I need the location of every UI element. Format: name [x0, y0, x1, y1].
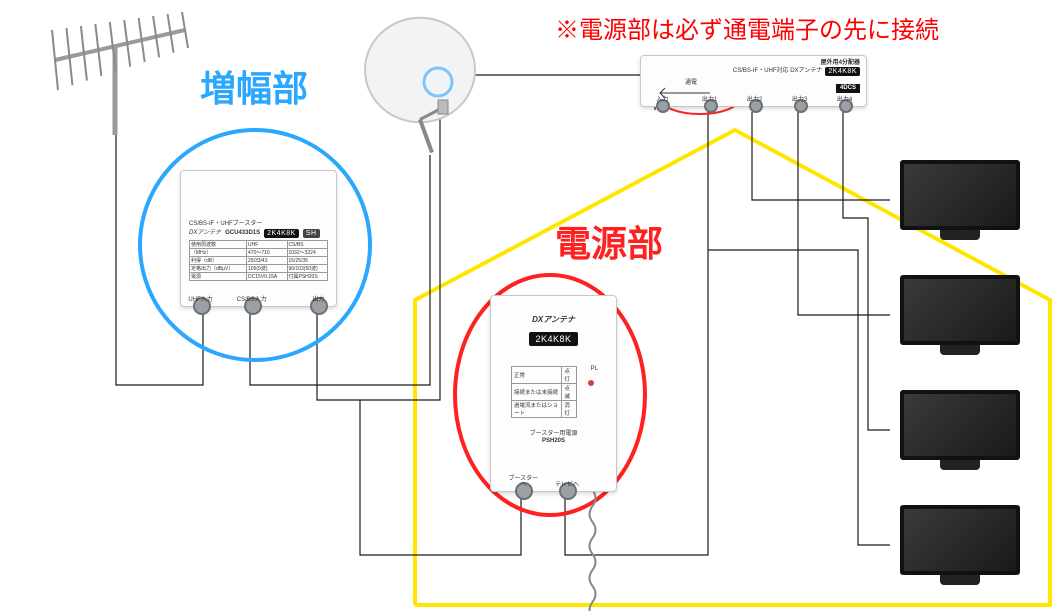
- splitter-format-badge: 2K4K8K: [825, 67, 860, 77]
- warning-label: ※電源部は必ず通電端子の先に接続: [555, 10, 939, 45]
- amp-model: GCU433D1S: [225, 230, 260, 237]
- power-label: 電源部: [555, 215, 663, 267]
- psu-name2: PSH20S: [491, 438, 616, 445]
- psu-pl-label: PL: [591, 366, 598, 373]
- amplifier-label: 増幅部: [200, 60, 308, 112]
- psu-status-table: 正常点灯接続または未接続点滅過電流またはショート消灯: [511, 366, 577, 418]
- tv-icon: [900, 505, 1020, 585]
- port-label: CS/BS入力: [237, 297, 267, 304]
- port-label: 出力: [303, 297, 333, 304]
- psu-name1: ブースター用電源: [491, 431, 616, 438]
- port-label: 出力1: [695, 97, 725, 104]
- amp-spec-table: 使用周波数UHFCS/BS（MHz）470～7101032～3224利得（dB）…: [189, 240, 328, 281]
- tv-icon: [900, 160, 1020, 240]
- port-label: テレビへ: [552, 482, 582, 489]
- splitter-title: 屋外用4分配器: [733, 60, 860, 67]
- dish-antenna-icon: [365, 18, 475, 153]
- port-label: 入力: [647, 97, 677, 104]
- power-supply-device: DXアンテナ 2K4K8K 正常点灯接続または未接続点滅過電流またはショート消灯…: [490, 295, 617, 492]
- psu-led-icon: [588, 380, 594, 386]
- splitter-model: 4DCS: [836, 84, 860, 93]
- tv-icon: [900, 390, 1020, 470]
- port-label: 出力3: [785, 97, 815, 104]
- amp-brand: DXアンテナ: [189, 230, 221, 237]
- tv-icon: [900, 275, 1020, 355]
- amp-format-badge: 2K4K8K: [264, 229, 299, 239]
- psu-format-badge: 2K4K8K: [529, 332, 577, 346]
- amp-brand-line: CS/BS-IF・UHFブースター: [189, 221, 262, 228]
- port-label: 出力4: [830, 97, 860, 104]
- amp-sh-badge: SH: [303, 229, 320, 239]
- splitter-sub: CS/BS-IF・UHF対応 DXアンテナ: [733, 68, 822, 75]
- port-label: UHF入力: [186, 297, 216, 304]
- yagi-antenna-icon: [52, 12, 188, 135]
- port-label: 出力2: [740, 97, 770, 104]
- port-label: ブースターへ: [508, 476, 538, 489]
- splitter-device: 屋外用4分配器 CS/BS-IF・UHF対応 DXアンテナ 2K4K8K 4DC…: [640, 55, 867, 107]
- amplifier-device: CS/BS-IF・UHFブースター DXアンテナ GCU433D1S 2K4K8…: [180, 170, 337, 307]
- psu-brand: DXアンテナ: [491, 314, 616, 325]
